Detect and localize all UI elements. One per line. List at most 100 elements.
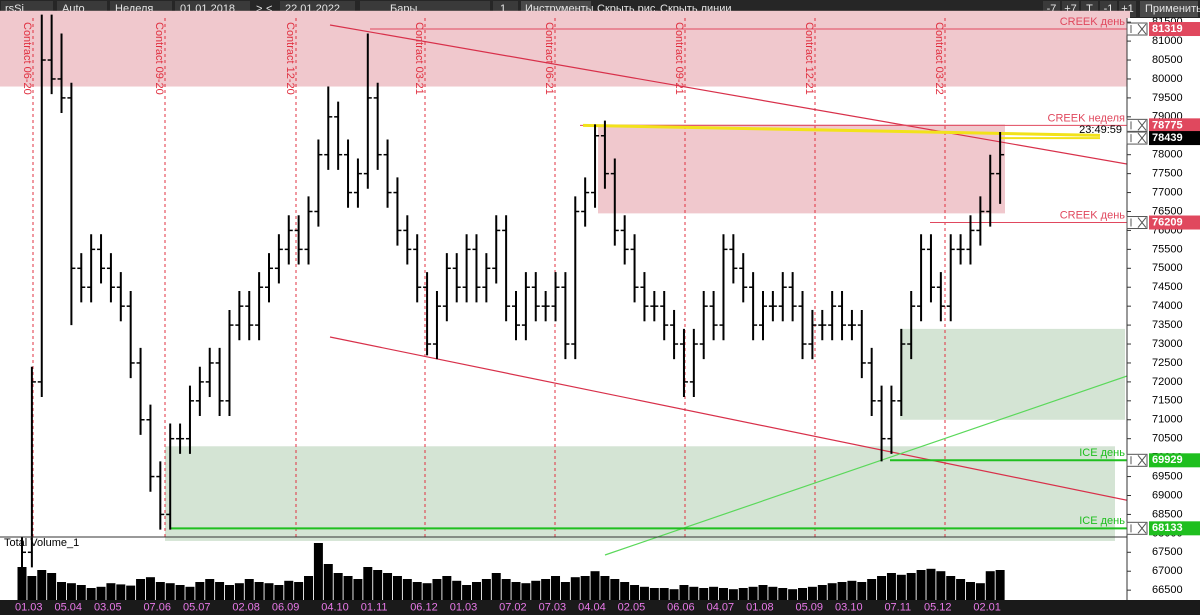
lx-box[interactable] [1126,521,1148,535]
y-tick-label: 71000 [1152,414,1183,426]
x-tick-label: 05.09 [796,601,824,613]
volume-bar [442,576,452,600]
lx-box[interactable] [1126,453,1148,467]
contract-label: Contract 06-20 [21,22,33,95]
price-tag [1149,521,1200,536]
volume-bar [57,582,67,600]
volume-bar [165,583,175,600]
level-label: CREEK день [1060,209,1126,221]
date-axis [0,600,1200,615]
level-label: CREEK неделя [1048,112,1125,124]
lx-box[interactable] [1126,131,1148,145]
x-tick-label: 07.03 [539,601,567,613]
volume-bar [304,576,314,600]
prev-button[interactable]: < [266,3,272,15]
zone [165,446,1115,541]
volume-bar [432,579,442,600]
step-button[interactable]: Т [1086,3,1093,15]
yellow-level [582,123,1101,137]
volume-bar [718,588,728,600]
volume-bar [798,588,808,600]
lx-box[interactable] [1126,216,1148,230]
volume-bar [323,564,333,600]
volume-bar [343,576,353,600]
volume-bar [847,580,857,600]
volume-bar [916,570,926,600]
trend-line [329,336,1151,506]
volume-bar [452,580,462,600]
trend-line [604,374,1131,556]
lx-box[interactable] [1126,118,1148,132]
step-button[interactable]: -1 [1104,3,1114,15]
y-tick-label: 67000 [1152,565,1183,577]
y-tick-label: 75000 [1152,262,1183,274]
y-tick-label: 77500 [1152,168,1183,180]
volume-bar [471,582,481,600]
volume-bar [827,583,837,600]
volume-bar [570,577,580,600]
x-tick-label: 05.12 [924,601,952,613]
y-axis-panel [1127,18,1200,600]
volume-bar [521,583,531,600]
contract-label: Contract 03-21 [413,22,425,95]
volume-bar [867,579,877,600]
lx-icon [1137,120,1147,131]
lx-icon [1137,523,1147,534]
lx-icon [1137,455,1147,466]
volume-bar [965,582,975,600]
volume-bar [551,576,561,600]
volume-bar [126,585,136,600]
contract-label: Contract 03-22 [933,22,945,95]
volume-bar [481,579,491,600]
count[interactable]: 1 [500,3,506,15]
volume-bar [145,577,155,600]
volume-bar [66,583,76,600]
contract-label: Contract 12-21 [803,22,815,95]
x-tick-label: 02.08 [232,601,260,613]
volume-bar [234,583,244,600]
x-tick-label: 01.11 [361,601,388,613]
y-tick-label: 66500 [1152,584,1183,596]
y-tick-label: 71500 [1152,395,1183,407]
contract-label: Contract 09-21 [673,22,685,95]
trend-line [329,24,1151,169]
volume-bar [27,576,37,600]
x-tick-label: 04.04 [578,601,606,613]
volume-bar [709,586,719,600]
volume-bar [788,589,798,600]
level-label: ICE день [1079,515,1125,527]
apply-button[interactable]: Применить [1145,3,1200,15]
step-button[interactable]: -7 [1047,3,1057,15]
level-label: ICE день [1079,447,1125,459]
price-tag-label: 76209 [1152,216,1183,228]
volume-bar [116,584,126,600]
volume-bar [274,585,284,600]
volume-bar [392,576,402,600]
volume-bar [136,579,146,600]
lx-icon [1137,132,1147,144]
volume-bar [501,579,511,600]
volume-bar [886,573,896,600]
next-button[interactable]: > [256,3,262,15]
x-tick-label: 02.05 [618,601,646,613]
level-label: CREEK день [1060,16,1126,28]
y-tick-label: 73500 [1152,319,1183,331]
volume-bar [659,588,669,600]
y-tick-label: 78000 [1152,149,1183,161]
apply-box[interactable] [1140,1,1198,17]
x-tick-label: 05.04 [55,601,83,613]
zone [0,10,1130,87]
volume-bar [600,576,610,600]
lx-box[interactable] [1126,22,1148,36]
x-tick-label: 07.02 [499,601,527,613]
y-tick-label: 80000 [1152,73,1183,85]
x-tick-label: 04.07 [707,601,735,613]
volume-bar [284,580,294,600]
volume-bar [560,582,570,600]
volume-bar [669,589,679,600]
volume-bar [313,543,323,600]
x-tick-label: 06.12 [410,601,438,613]
y-tick-label: 72000 [1152,376,1183,388]
x-tick-label: 01.08 [746,601,774,613]
